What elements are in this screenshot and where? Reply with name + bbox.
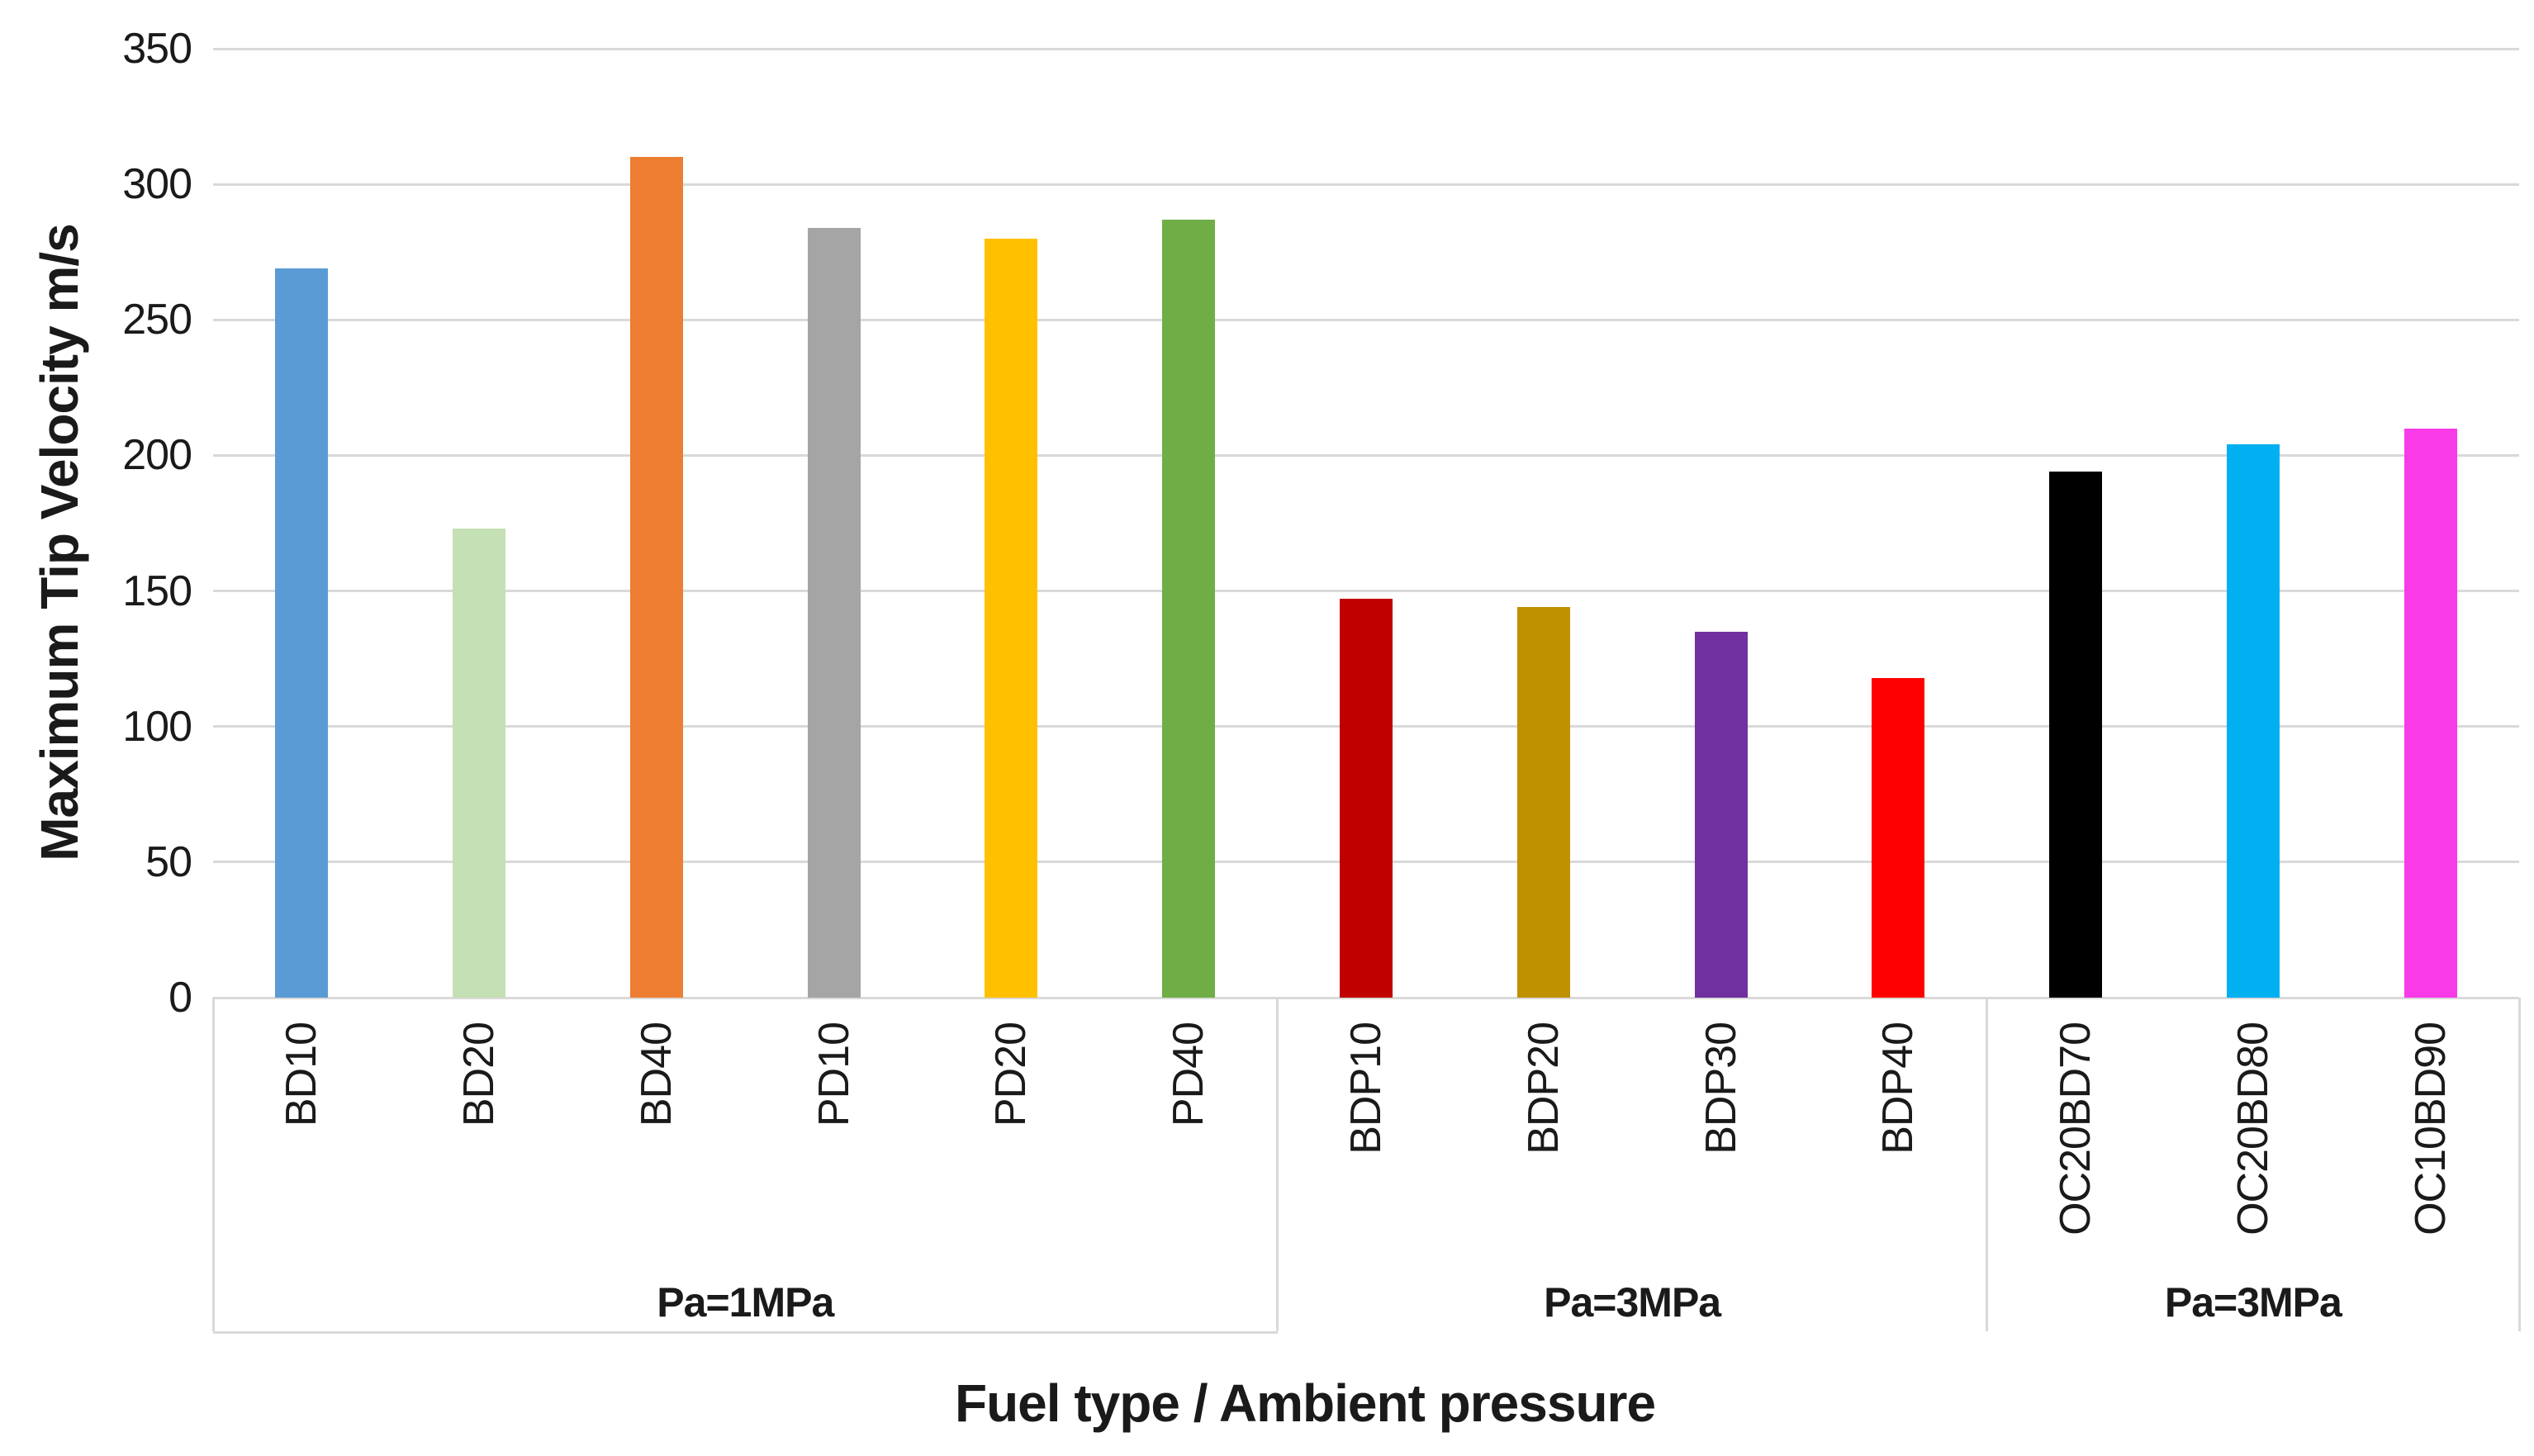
category-label: BD20 <box>455 1022 504 1127</box>
y-tick-label: 250 <box>122 296 192 344</box>
bar <box>2404 428 2457 998</box>
x-axis-title: Fuel type / Ambient pressure <box>954 1373 1656 1433</box>
gridline <box>213 47 2519 50</box>
category-label: BDP30 <box>1696 1022 1745 1155</box>
category-label: BDP10 <box>1342 1022 1390 1155</box>
bar <box>1872 677 1925 998</box>
category-label: OC10BD90 <box>2406 1022 2455 1235</box>
bar <box>1162 219 1216 998</box>
bar <box>1516 607 1570 998</box>
bar <box>275 268 329 998</box>
bar <box>985 238 1038 998</box>
gridline <box>213 183 2519 186</box>
group-label: Pa=3MPa <box>1544 1279 1721 1326</box>
category-label: BDP20 <box>1519 1022 1568 1155</box>
y-tick-label: 300 <box>122 160 192 209</box>
group-separator-line <box>1276 998 1279 1331</box>
y-tick-label: 0 <box>168 974 192 1022</box>
bar <box>629 157 683 998</box>
category-label: BD40 <box>632 1022 681 1127</box>
group-separator-line <box>211 998 215 1331</box>
bar <box>807 227 861 998</box>
group-label: Pa=1MPa <box>657 1279 834 1326</box>
y-tick-label: 150 <box>122 567 192 615</box>
gridline <box>213 318 2519 321</box>
y-tick-label: 200 <box>122 431 192 480</box>
bar <box>453 529 506 998</box>
category-label: PD20 <box>987 1022 1036 1127</box>
category-label: BDP40 <box>1874 1022 1923 1155</box>
category-label: OC20BD70 <box>2052 1022 2100 1235</box>
category-label: OC20BD80 <box>2228 1022 2277 1235</box>
bar <box>2226 444 2280 998</box>
category-label: PD10 <box>809 1022 858 1127</box>
gridline <box>213 996 2519 999</box>
y-tick-label: 350 <box>122 25 192 73</box>
group-separator-line <box>2517 998 2521 1331</box>
gridline <box>213 453 2519 457</box>
group-separator-line <box>1986 998 1989 1331</box>
group-label: Pa=3MPa <box>2164 1279 2342 1326</box>
y-tick-label: 100 <box>122 702 192 751</box>
bar <box>1694 631 1748 998</box>
category-label: PD40 <box>1165 1022 1213 1127</box>
label-area-bottom-line <box>213 1331 1278 1334</box>
category-label: BD10 <box>278 1022 326 1127</box>
gridline <box>213 590 2519 593</box>
bar <box>1340 599 1393 998</box>
y-tick-label: 50 <box>145 837 192 886</box>
bar <box>2049 472 2103 998</box>
